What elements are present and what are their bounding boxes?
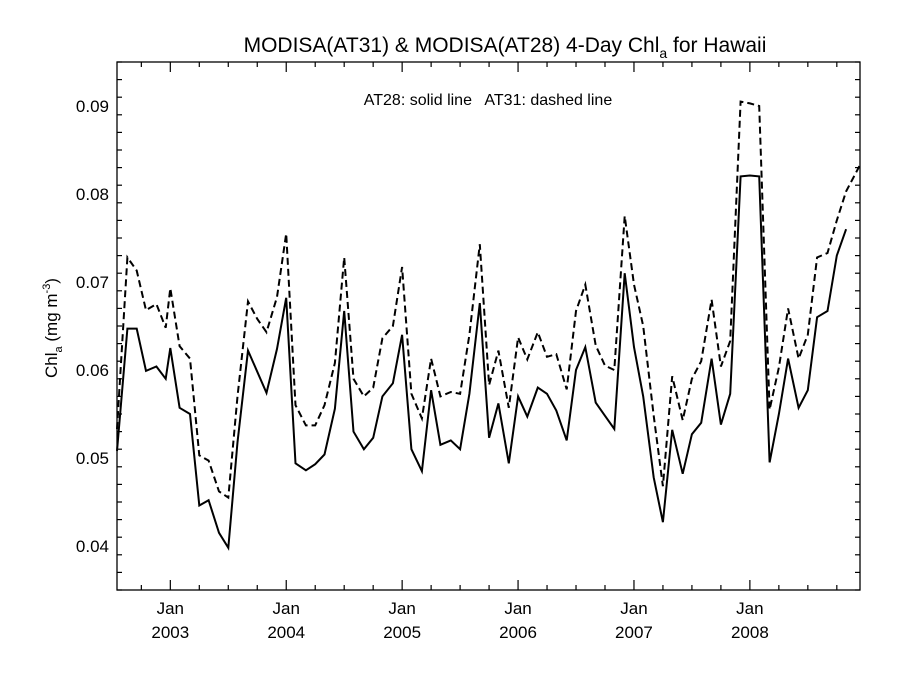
y-tick-label: 0.09 xyxy=(76,97,109,116)
y-tick-label: 0.08 xyxy=(76,185,109,204)
x-tick-label-month: Jan xyxy=(620,599,647,618)
series-lines xyxy=(116,100,861,551)
y-tick-label: 0.04 xyxy=(76,537,109,556)
chart-title-subscript: a xyxy=(659,45,667,61)
x-tick-label-year: 2006 xyxy=(499,623,537,642)
y-axis: 0.04 0.05 0.06 0.07 0.08 0.09 xyxy=(76,61,860,591)
y-axis-label-superscript: -3 xyxy=(41,284,53,294)
y-tick-label: 0.07 xyxy=(76,273,109,292)
y-tick-label: 0.05 xyxy=(76,449,109,468)
x-axis: Jan 2003 Jan 2004 Jan 2005 Jan 2006 Jan 2007 Jan 20… xyxy=(140,62,838,642)
x-tick-label-month: Jan xyxy=(157,599,184,618)
y-axis-label-main: Chl xyxy=(42,352,61,378)
y-tick-label: 0.06 xyxy=(76,361,109,380)
x-tick-label-month: Jan xyxy=(736,599,763,618)
chart-title-suffix: for Hawaii xyxy=(667,34,766,57)
y-axis-label-units: (mg m xyxy=(42,293,61,346)
x-tick-label-year: 2007 xyxy=(615,623,653,642)
x-tick-label-year: 2005 xyxy=(383,623,421,642)
y-axis-label: Chla (mg m-3) xyxy=(41,278,65,378)
x-tick-label-year: 2008 xyxy=(731,623,769,642)
x-tick-label-month: Jan xyxy=(388,599,415,618)
y-axis-label-subscript: a xyxy=(53,345,65,352)
series-line-at28 xyxy=(116,174,848,551)
series-line-at31 xyxy=(116,100,861,500)
x-tick-label-month: Jan xyxy=(273,599,300,618)
chart-title: MODISA(AT31) & MODISA(AT28) 4-Day Chla f… xyxy=(244,34,767,61)
chart-title-main: MODISA(AT31) & MODISA(AT28) 4-Day Chl xyxy=(244,34,660,57)
x-tick-label-year: 2003 xyxy=(151,623,189,642)
legend-annotation: AT28: solid line AT31: dashed line xyxy=(364,92,613,109)
x-tick-label-year: 2004 xyxy=(267,623,305,642)
x-tick-label-month: Jan xyxy=(504,599,531,618)
plot-frame xyxy=(116,61,861,591)
y-axis-label-close: ) xyxy=(42,278,61,284)
